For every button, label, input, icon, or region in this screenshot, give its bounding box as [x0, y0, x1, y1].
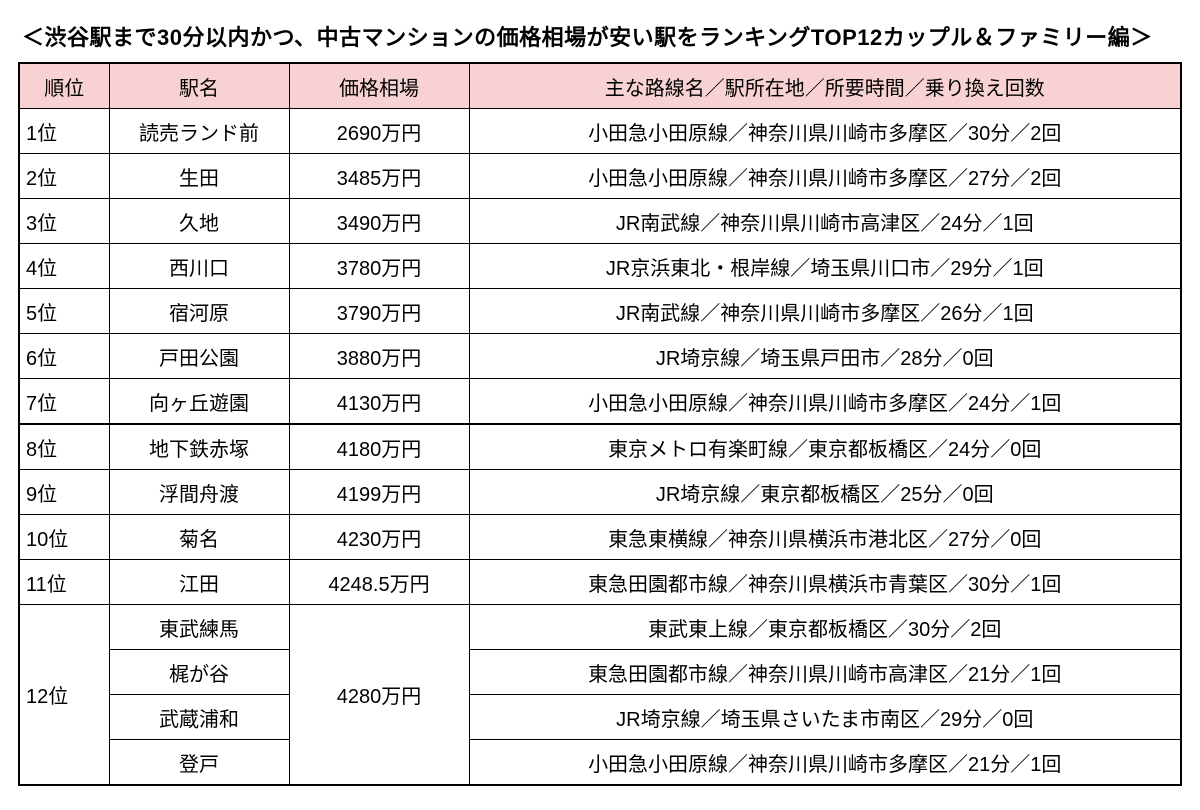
- cell-rank: 8位: [19, 424, 109, 470]
- cell-detail: 東急田園都市線／神奈川県川崎市高津区／21分／1回: [469, 650, 1181, 695]
- table-row: 7位向ヶ丘遊園4130万円小田急小田原線／神奈川県川崎市多摩区／24分／1回: [19, 379, 1181, 425]
- table-row: 登戸 小田急小田原線／神奈川県川崎市多摩区／21分／1回: [19, 740, 1181, 786]
- cell-detail: JR京浜東北・根岸線／埼玉県川口市／29分／1回: [469, 244, 1181, 289]
- table-row: 6位戸田公園3880万円JR埼京線／埼玉県戸田市／28分／0回: [19, 334, 1181, 379]
- cell-station-name: 宿河原: [109, 289, 289, 334]
- cell-station-name: 戸田公園: [109, 334, 289, 379]
- col-header-detail: 主な路線名／駅所在地／所要時間／乗り換え回数: [469, 63, 1181, 109]
- cell-detail: 小田急小田原線／神奈川県川崎市多摩区／24分／1回: [469, 379, 1181, 425]
- cell-detail: 小田急小田原線／神奈川県川崎市多摩区／27分／2回: [469, 154, 1181, 199]
- cell-detail: JR南武線／神奈川県川崎市高津区／24分／1回: [469, 199, 1181, 244]
- cell-station-name: 梶が谷: [109, 650, 289, 695]
- cell-price: 4130万円: [289, 379, 469, 425]
- cell-price: 3490万円: [289, 199, 469, 244]
- cell-rank: 2位: [19, 154, 109, 199]
- table-row: 武蔵浦和 JR埼京線／埼玉県さいたま市南区／29分／0回: [19, 695, 1181, 740]
- cell-price: 3880万円: [289, 334, 469, 379]
- cell-detail: 東急田園都市線／神奈川県横浜市青葉区／30分／1回: [469, 560, 1181, 605]
- cell-station-name: 地下鉄赤塚: [109, 424, 289, 470]
- cell-rank: 1位: [19, 109, 109, 154]
- table-row: 11位江田4248.5万円東急田園都市線／神奈川県横浜市青葉区／30分／1回: [19, 560, 1181, 605]
- cell-rank: 12位: [19, 605, 109, 786]
- cell-rank: 7位: [19, 379, 109, 425]
- cell-price: 4230万円: [289, 515, 469, 560]
- cell-detail: JR埼京線／埼玉県さいたま市南区／29分／0回: [469, 695, 1181, 740]
- cell-station-name: 生田: [109, 154, 289, 199]
- cell-price: 4248.5万円: [289, 560, 469, 605]
- ranking-table: 順位 駅名 価格相場 主な路線名／駅所在地／所要時間／乗り換え回数 1位読売ラン…: [18, 62, 1182, 786]
- cell-detail: JR南武線／神奈川県川崎市多摩区／26分／1回: [469, 289, 1181, 334]
- cell-rank: 9位: [19, 470, 109, 515]
- cell-detail: 東武東上線／東京都板橋区／30分／2回: [469, 605, 1181, 650]
- table-row: 1位読売ランド前2690万円小田急小田原線／神奈川県川崎市多摩区／30分／2回: [19, 109, 1181, 154]
- table-row: 9位浮間舟渡4199万円JR埼京線／東京都板橋区／25分／0回: [19, 470, 1181, 515]
- page-title: ＜渋谷駅まで30分以内かつ、中古マンションの価格相場が安い駅をランキングTOP1…: [22, 20, 1182, 52]
- col-header-name: 駅名: [109, 63, 289, 109]
- cell-rank: 6位: [19, 334, 109, 379]
- cell-price: 4280万円: [289, 605, 469, 786]
- table-row: 3位久地3490万円JR南武線／神奈川県川崎市高津区／24分／1回: [19, 199, 1181, 244]
- cell-price: 2690万円: [289, 109, 469, 154]
- cell-detail: 東急東横線／神奈川県横浜市港北区／27分／0回: [469, 515, 1181, 560]
- table-header-row: 順位 駅名 価格相場 主な路線名／駅所在地／所要時間／乗り換え回数: [19, 63, 1181, 109]
- table-row: 2位生田3485万円小田急小田原線／神奈川県川崎市多摩区／27分／2回: [19, 154, 1181, 199]
- cell-station-name: 読売ランド前: [109, 109, 289, 154]
- cell-price: 3485万円: [289, 154, 469, 199]
- cell-rank: 4位: [19, 244, 109, 289]
- cell-rank: 3位: [19, 199, 109, 244]
- cell-station-name: 浮間舟渡: [109, 470, 289, 515]
- cell-station-name: 武蔵浦和: [109, 695, 289, 740]
- table-row: 梶が谷 東急田園都市線／神奈川県川崎市高津区／21分／1回: [19, 650, 1181, 695]
- cell-station-name: 久地: [109, 199, 289, 244]
- table-row: 8位地下鉄赤塚4180万円東京メトロ有楽町線／東京都板橋区／24分／0回: [19, 424, 1181, 470]
- cell-price: 3780万円: [289, 244, 469, 289]
- cell-station-name: 江田: [109, 560, 289, 605]
- table-row: 5位宿河原3790万円JR南武線／神奈川県川崎市多摩区／26分／1回: [19, 289, 1181, 334]
- cell-station-name: 東武練馬: [109, 605, 289, 650]
- cell-detail: 小田急小田原線／神奈川県川崎市多摩区／21分／1回: [469, 740, 1181, 786]
- cell-detail: JR埼京線／埼玉県戸田市／28分／0回: [469, 334, 1181, 379]
- cell-station-name: 西川口: [109, 244, 289, 289]
- table-row: 10位菊名4230万円東急東横線／神奈川県横浜市港北区／27分／0回: [19, 515, 1181, 560]
- cell-station-name: 登戸: [109, 740, 289, 786]
- col-header-price: 価格相場: [289, 63, 469, 109]
- cell-price: 3790万円: [289, 289, 469, 334]
- cell-price: 4180万円: [289, 424, 469, 470]
- cell-detail: 東京メトロ有楽町線／東京都板橋区／24分／0回: [469, 424, 1181, 470]
- cell-rank: 10位: [19, 515, 109, 560]
- table-row: 12位東武練馬4280万円東武東上線／東京都板橋区／30分／2回: [19, 605, 1181, 650]
- cell-price: 4199万円: [289, 470, 469, 515]
- col-header-rank: 順位: [19, 63, 109, 109]
- cell-detail: JR埼京線／東京都板橋区／25分／0回: [469, 470, 1181, 515]
- cell-station-name: 向ヶ丘遊園: [109, 379, 289, 425]
- cell-station-name: 菊名: [109, 515, 289, 560]
- cell-detail: 小田急小田原線／神奈川県川崎市多摩区／30分／2回: [469, 109, 1181, 154]
- cell-rank: 11位: [19, 560, 109, 605]
- table-row: 4位西川口3780万円JR京浜東北・根岸線／埼玉県川口市／29分／1回: [19, 244, 1181, 289]
- cell-rank: 5位: [19, 289, 109, 334]
